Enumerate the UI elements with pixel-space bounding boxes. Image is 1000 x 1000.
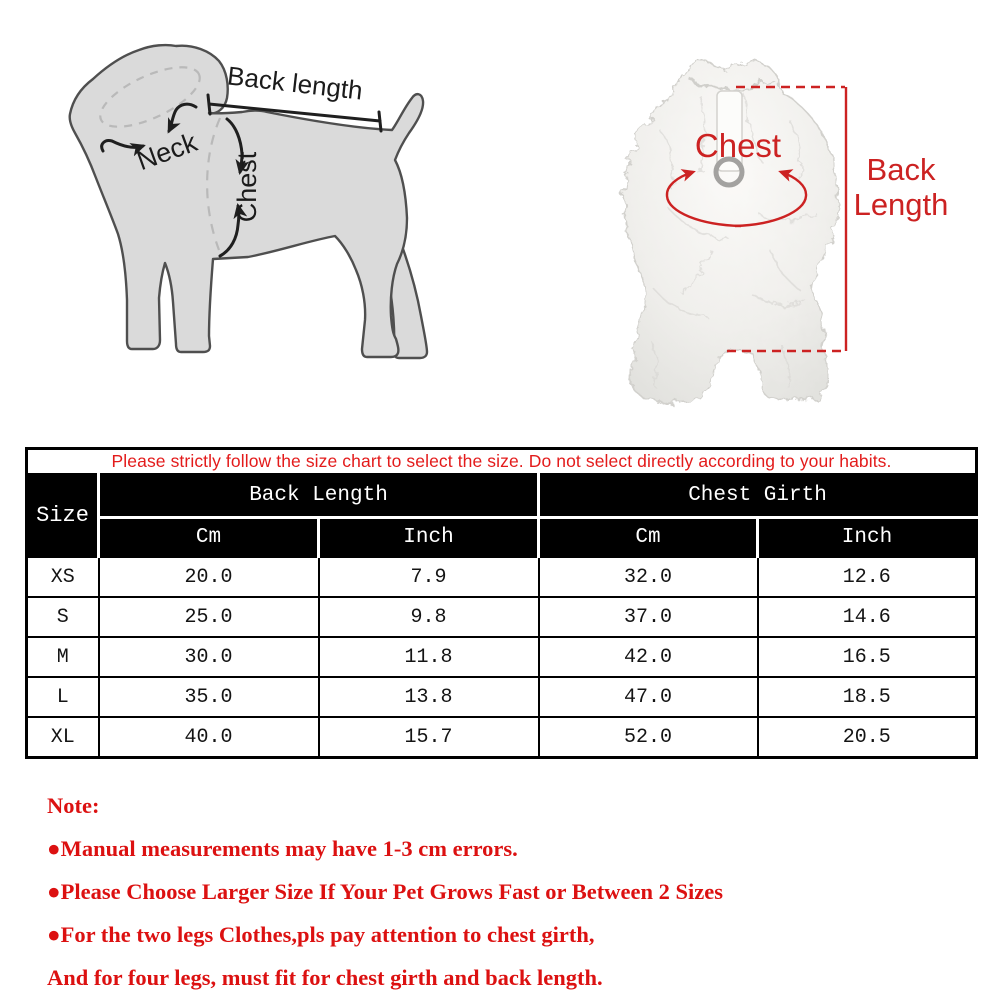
photo-back-label-line2: Length	[854, 187, 949, 222]
dog-measure-arrows	[100, 102, 250, 258]
back-cm-cell: 40.0	[97, 716, 320, 759]
note-item: ●For the two legs Clothes,pls pay attent…	[47, 922, 595, 947]
table-row-m: M 30.0 11.8 42.0 16.5	[25, 636, 978, 678]
back-inch-cell: 13.8	[317, 676, 540, 718]
notes-title: Note:	[47, 793, 100, 818]
chest-cm-header: Cm	[537, 516, 759, 558]
neck-arrow-top	[167, 102, 198, 134]
leash-d-ring	[713, 156, 745, 188]
photo-back-label-line1: Back	[867, 152, 936, 187]
back-length-measure-line	[206, 93, 383, 133]
chest-inch-cell: 18.5	[756, 676, 978, 718]
chest-inch-header: Inch	[755, 516, 977, 558]
dog-measurement-diagram: Back length Neck Chest	[68, 43, 429, 360]
back-inch-cell: 15.7	[317, 716, 540, 759]
size-cell: L	[25, 676, 100, 718]
garment-fur-body	[623, 60, 839, 403]
back-inch-cell: 9.8	[317, 596, 540, 638]
note-item: And for four legs, must fit for chest gi…	[47, 965, 603, 990]
chest-girth-group-header: Chest Girth	[536, 474, 977, 519]
back-cm-cell: 25.0	[97, 596, 320, 638]
table-row-s: S 25.0 9.8 37.0 14.6	[25, 596, 978, 638]
chest-arrow-bottom	[218, 203, 248, 258]
garment-strap	[716, 90, 743, 172]
size-cell: S	[25, 596, 100, 638]
dog-girth-guides	[99, 66, 222, 251]
size-column-header: Size	[26, 474, 100, 558]
collar-inner-line	[689, 78, 775, 91]
garment-photo: Chest Back Length	[623, 60, 949, 403]
table-row-l: L 35.0 13.8 47.0 18.5	[25, 676, 978, 718]
back-inch-cell: 7.9	[317, 556, 540, 598]
chest-inch-cell: 20.5	[756, 716, 978, 759]
chest-cm-cell: 52.0	[537, 716, 759, 759]
back-inch-header: Inch	[317, 516, 540, 558]
chest-inch-cell: 12.6	[756, 556, 978, 598]
back-cm-cell: 35.0	[97, 676, 320, 718]
neck-arrow-left	[100, 139, 146, 157]
back-length-group-header: Back Length	[97, 474, 540, 519]
dog-back-length-label: Back length	[226, 60, 364, 105]
chest-inch-cell: 16.5	[756, 636, 978, 678]
dog-chest-label: Chest	[232, 151, 262, 222]
back-cm-cell: 20.0	[97, 556, 320, 598]
photo-chest-label: Chest	[695, 127, 781, 164]
back-cm-cell: 30.0	[97, 636, 320, 678]
fur-texture-streaks	[649, 91, 819, 389]
garment-annotations	[665, 85, 848, 353]
group-header-row: Size Back Length Chest Girth	[26, 474, 977, 558]
size-cell: M	[25, 636, 100, 678]
chest-cm-cell: 37.0	[537, 596, 759, 638]
measurement-illustrations: Back length Neck Chest Chest Back Length	[68, 43, 949, 403]
note-item: ●Please Choose Larger Size If Your Pet G…	[47, 879, 723, 904]
back-inch-cell: 11.8	[317, 636, 540, 678]
size-chart-table: Please strictly follow the size chart to…	[25, 447, 979, 759]
table-row-xs: XS 20.0 7.9 32.0 12.6	[25, 556, 978, 598]
back-cm-header: Cm	[97, 516, 320, 558]
chest-inch-cell: 14.6	[756, 596, 978, 638]
chest-girth-arrow-left	[665, 169, 742, 228]
chest-cm-cell: 47.0	[537, 676, 759, 718]
notes-section: Note: ●Manual measurements may have 1-3 …	[47, 784, 957, 999]
warning-row: Please strictly follow the size chart to…	[26, 448, 977, 475]
chest-cm-cell: 32.0	[537, 556, 759, 598]
neck-girth-dashed-line	[99, 66, 201, 128]
size-cell: XL	[25, 716, 100, 759]
unit-header-row: Cm Inch Cm Inch	[27, 516, 977, 558]
size-chart-warning: Please strictly follow the size chart to…	[26, 448, 977, 475]
note-item: ●Manual measurements may have 1-3 cm err…	[47, 836, 518, 861]
chest-girth-arrow-right	[734, 169, 808, 228]
table-row-xl: XL 40.0 15.7 52.0 20.5	[25, 716, 978, 759]
chest-cm-cell: 42.0	[537, 636, 759, 678]
chest-arrow-top	[225, 117, 250, 175]
size-cell: XS	[25, 556, 100, 598]
